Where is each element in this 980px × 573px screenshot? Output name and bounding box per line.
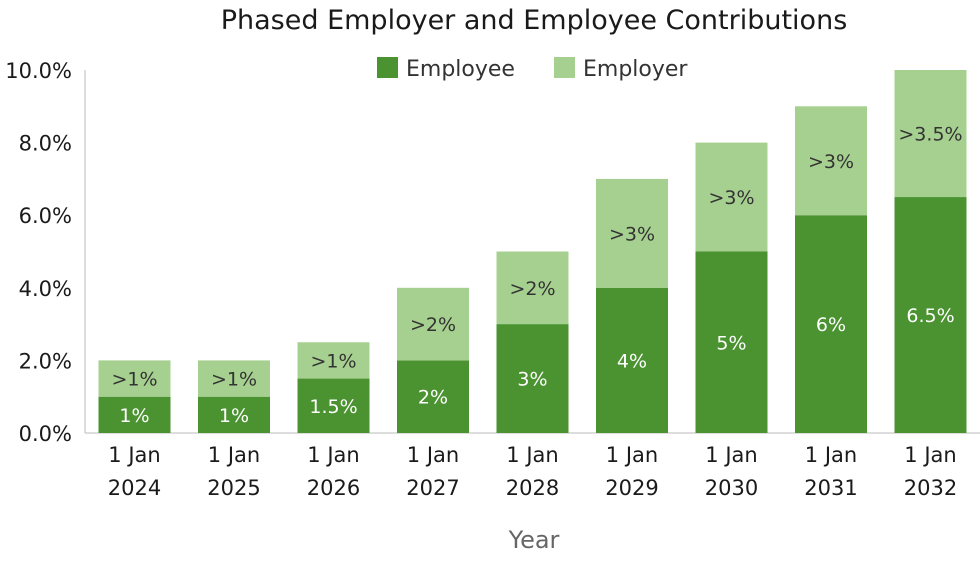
bar-employer (596, 178, 668, 288)
bar-employee (894, 197, 967, 433)
x-tick-label-line1: 1 Jan (606, 443, 658, 467)
legend-label-employer: Employer (583, 57, 688, 82)
data-label-employee: 1.5% (309, 396, 357, 418)
legend-swatch-employer (554, 57, 575, 78)
x-axis-ticks: 1 Jan 2024 1 Jan 2025 1 Jan 2026 1 Jan 2027 1 Ja… (108, 443, 957, 500)
data-label-employer: >1% (111, 369, 157, 391)
bar-employer (198, 360, 270, 397)
bar-employer (695, 142, 768, 252)
x-tick-label-line2: 2031 (804, 476, 857, 500)
legend: Employee Employer (377, 57, 688, 82)
x-tick-label-line1: 1 Jan (208, 443, 260, 467)
bar-employee (297, 378, 370, 433)
bar-employer (297, 342, 370, 379)
bar-employee (596, 287, 668, 433)
y-axis-ticks: 0.0% 2.0% 4.0% 6.0% 8.0% 10.0% (5, 59, 72, 446)
x-tick-label-line1: 1 Jan (705, 443, 757, 467)
x-tick-label-line2: 2029 (605, 476, 658, 500)
bar-employee (98, 396, 171, 433)
legend-label-employee: Employee (406, 57, 515, 82)
bars: 1% >1% 1% >1% 1.5% >1% 2% >2% 3% >2% 4% >3% 5% >3% 6% >… (98, 70, 967, 433)
data-label-employer: >3% (708, 187, 754, 209)
y-tick-label: 0.0% (19, 422, 72, 446)
data-label-employer: >2% (410, 314, 456, 336)
data-label-employee: 1% (119, 405, 149, 427)
x-tick-label-line2: 2032 (904, 476, 957, 500)
bar-employer (496, 251, 569, 325)
y-tick-label: 4.0% (19, 277, 72, 301)
bar-employee (695, 251, 768, 433)
y-tick-label: 10.0% (5, 59, 72, 83)
bar-employee (397, 360, 469, 433)
bar-employer (894, 70, 967, 198)
y-tick-label: 8.0% (19, 132, 72, 156)
data-label-employee: 6% (816, 314, 846, 336)
data-label-employee: 4% (617, 350, 647, 372)
bar-employer (795, 106, 867, 216)
data-label-employee: 6.5% (906, 305, 954, 327)
x-tick-label-line2: 2024 (108, 476, 161, 500)
data-label-employee: 1% (219, 405, 249, 427)
data-label-employer: >3% (609, 223, 655, 245)
x-tick-label-line1: 1 Jan (904, 443, 956, 467)
chart-title: Phased Employer and Employee Contributio… (221, 5, 848, 36)
x-tick-label-line1: 1 Jan (506, 443, 558, 467)
x-tick-label-line2: 2028 (506, 476, 559, 500)
bar-employer (98, 360, 171, 397)
bar-employee (198, 396, 270, 433)
x-tick-label-line2: 2027 (406, 476, 459, 500)
bar-employer (397, 287, 469, 361)
bar-employee (795, 215, 867, 433)
x-tick-label-line1: 1 Jan (805, 443, 857, 467)
x-axis-label: Year (508, 526, 560, 554)
x-tick-label-line2: 2025 (207, 476, 260, 500)
x-tick-label-line1: 1 Jan (108, 443, 160, 467)
data-label-employee: 5% (716, 332, 746, 354)
data-label-employer: >1% (310, 350, 356, 372)
data-label-employer: >2% (509, 278, 555, 300)
x-tick-label-line1: 1 Jan (307, 443, 359, 467)
x-tick-label-line2: 2030 (705, 476, 758, 500)
legend-swatch-employee (377, 57, 398, 78)
data-label-employer: >1% (211, 369, 257, 391)
x-tick-label-line1: 1 Jan (407, 443, 459, 467)
bar-employee (496, 324, 569, 433)
x-tick-label-line2: 2026 (307, 476, 360, 500)
y-tick-label: 2.0% (19, 349, 72, 373)
data-label-employer: >3% (808, 151, 854, 173)
data-label-employee: 2% (418, 387, 448, 409)
y-tick-label: 6.0% (19, 204, 72, 228)
data-label-employer: >3.5% (898, 124, 962, 146)
data-label-employee: 3% (517, 369, 547, 391)
